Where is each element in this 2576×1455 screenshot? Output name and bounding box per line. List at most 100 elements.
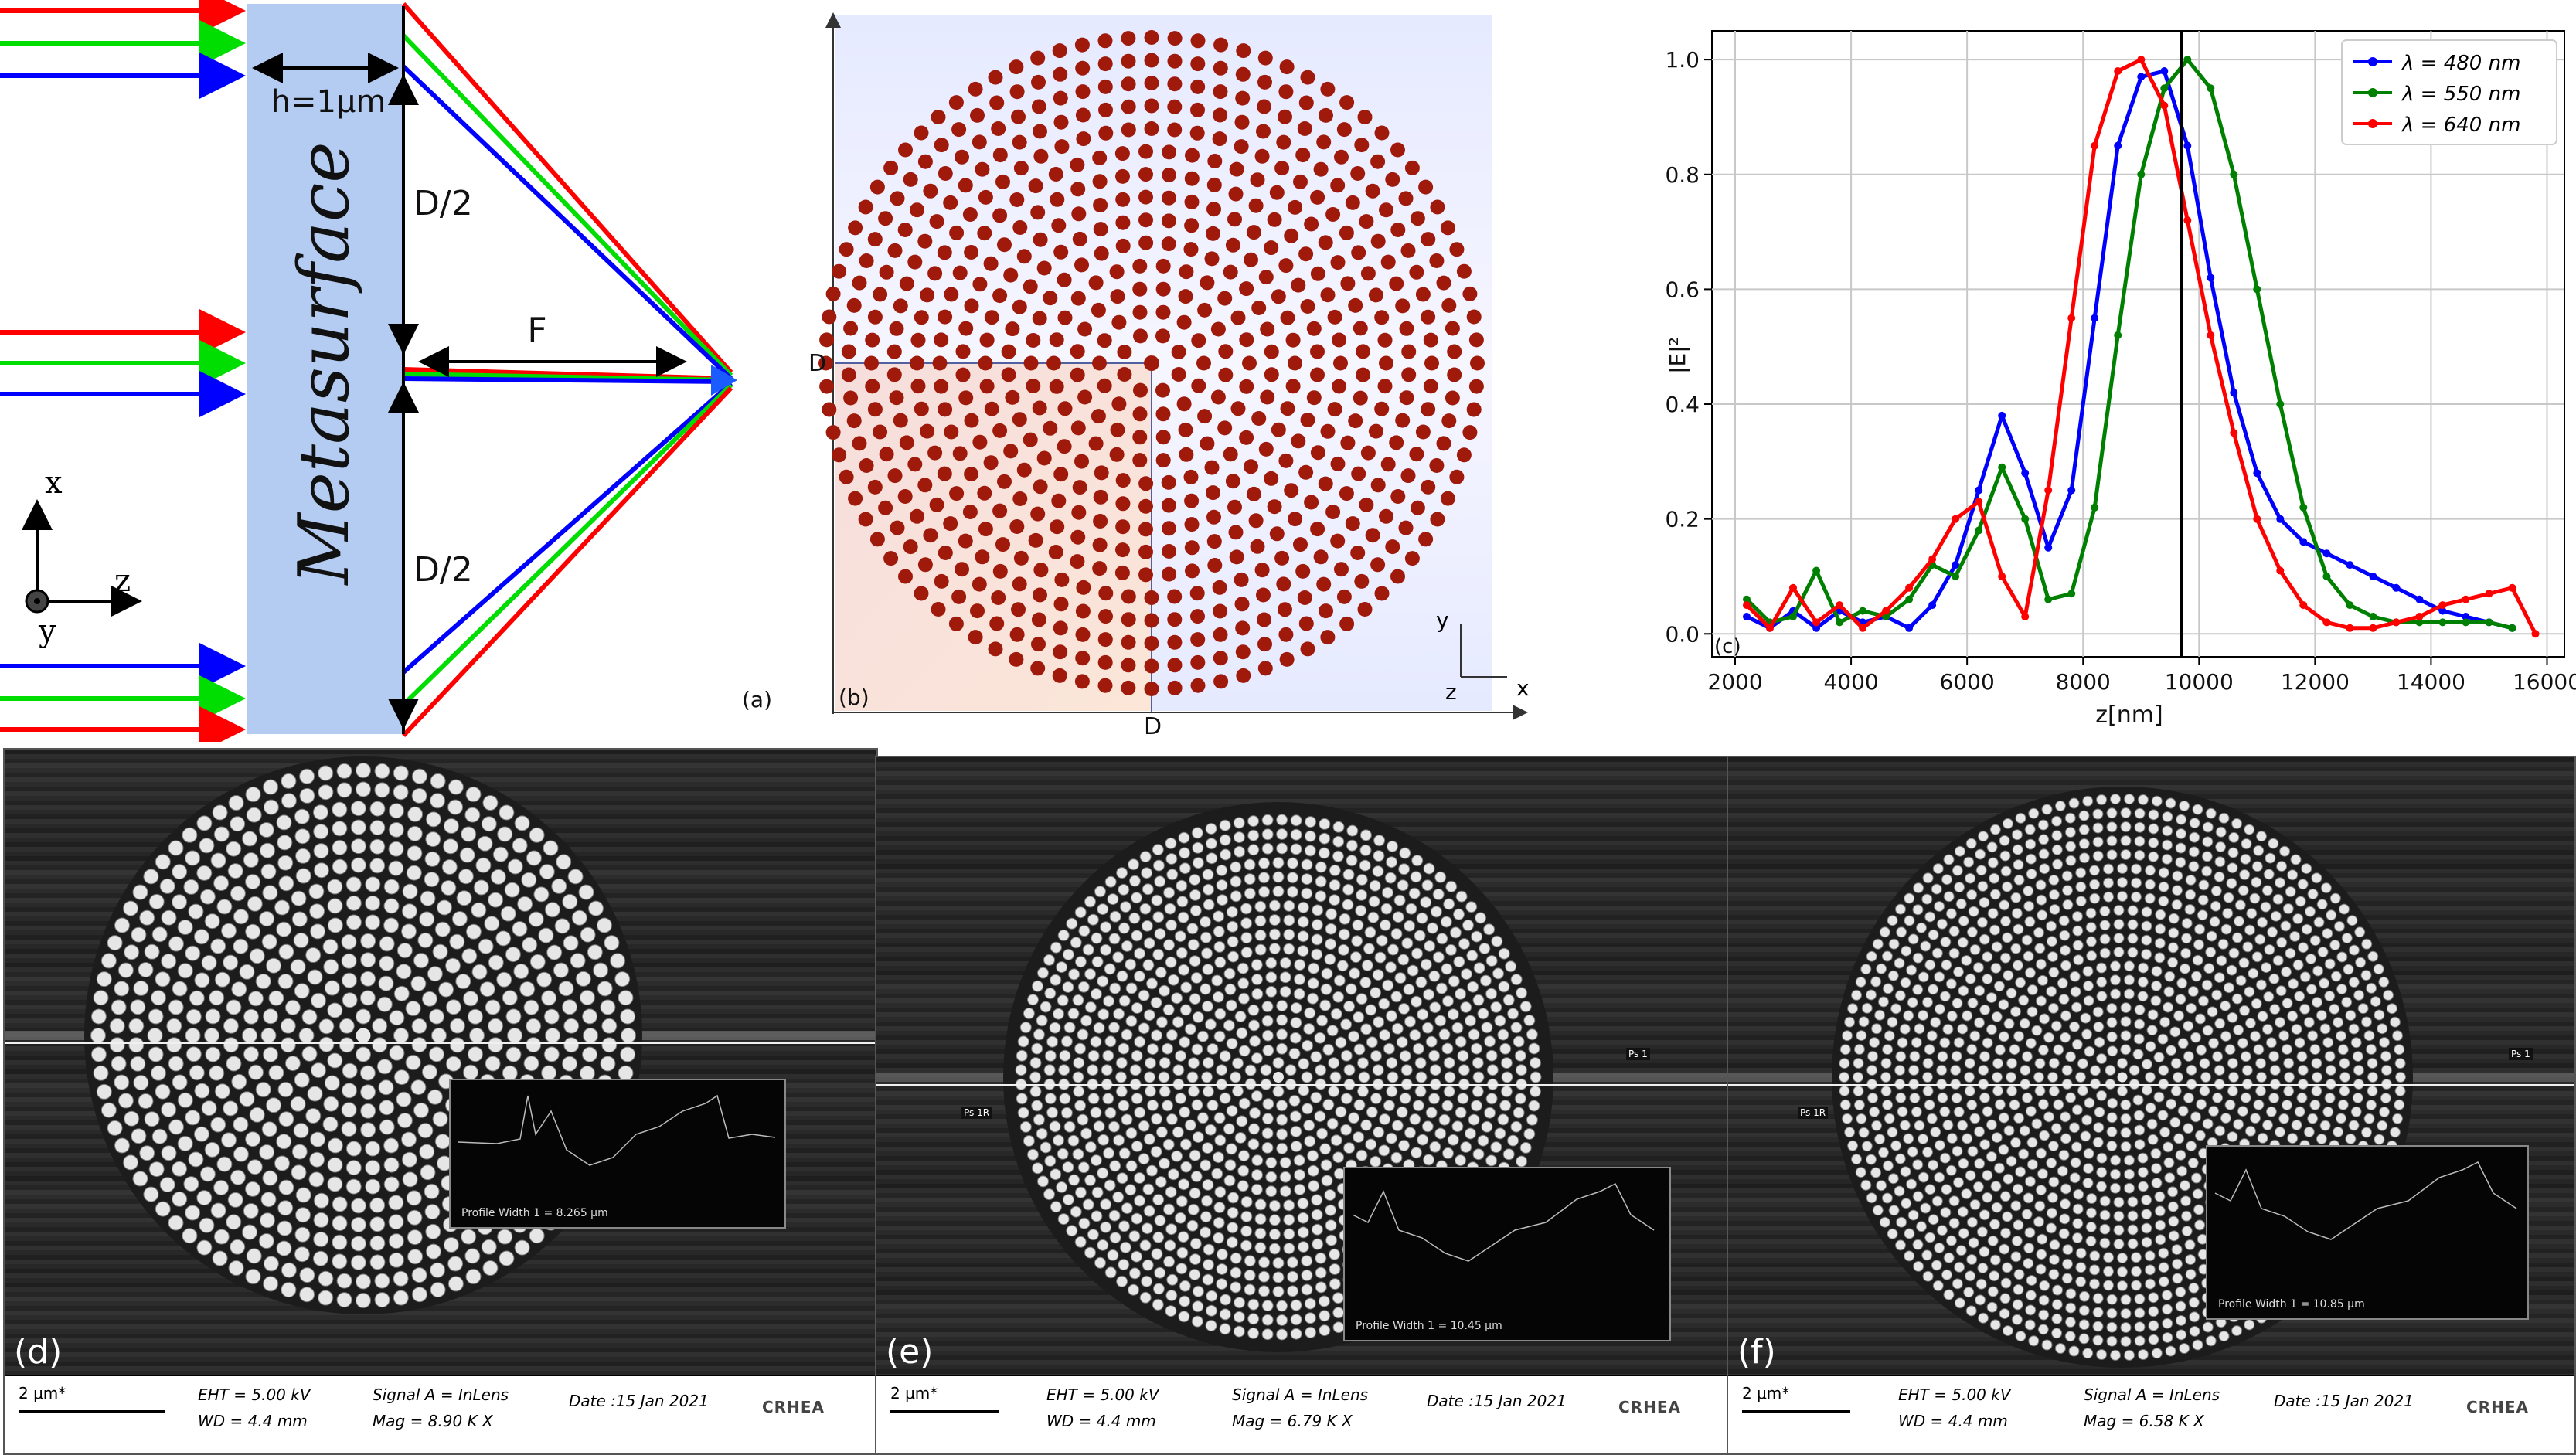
- pillar-dot: [1032, 400, 1047, 416]
- pillar: [1953, 1177, 1964, 1188]
- pillar: [2176, 1165, 2188, 1177]
- pillar-dot: [1009, 59, 1024, 75]
- pillar: [1441, 1042, 1454, 1055]
- pillar: [2188, 846, 2200, 858]
- pillar-dot: [1033, 563, 1049, 578]
- pillar: [1966, 1044, 1978, 1056]
- pillar: [2069, 1021, 2080, 1032]
- pillar-dot: [1207, 558, 1223, 573]
- pillar: [1131, 1002, 1143, 1014]
- pillar: [1134, 1195, 1145, 1207]
- pillar-dot: [1351, 245, 1366, 260]
- pillar: [369, 838, 386, 855]
- pillar: [2290, 854, 2302, 865]
- background-stripe: [876, 776, 1728, 780]
- pillar: [379, 936, 395, 952]
- pillar-dot: [1288, 199, 1303, 215]
- pillar: [1216, 1064, 1228, 1076]
- pillar: [305, 1108, 322, 1124]
- pillar: [305, 947, 322, 963]
- pillar: [2060, 1032, 2071, 1043]
- pillar: [1946, 1010, 1958, 1022]
- pillar: [1163, 939, 1175, 951]
- scale-bar-e: [890, 1410, 999, 1413]
- pillar: [1370, 1155, 1382, 1168]
- pillar: [551, 878, 567, 894]
- pillar-dot: [1033, 232, 1048, 247]
- pillar: [2141, 1059, 2152, 1070]
- pillar: [1963, 856, 1975, 868]
- pillar: [2251, 998, 2262, 1009]
- pillar: [521, 872, 537, 888]
- pillar: [2190, 1111, 2201, 1123]
- pillar: [1164, 903, 1176, 915]
- pillar: [430, 793, 446, 809]
- pillar: [461, 948, 478, 964]
- pillar: [2298, 942, 2309, 954]
- pillar-dot: [1269, 185, 1285, 200]
- pillar: [1320, 1159, 1332, 1171]
- pillar: [2117, 1086, 2128, 1096]
- pillar: [1999, 835, 2010, 846]
- pillar: [2227, 1011, 2238, 1023]
- pillar: [1390, 1151, 1403, 1164]
- pillar: [131, 926, 147, 943]
- pillar: [2235, 975, 2247, 986]
- data-point: [1766, 624, 1774, 632]
- pillar: [2141, 934, 2152, 946]
- pillar: [1934, 1140, 1945, 1151]
- pillar: [2144, 1264, 2156, 1276]
- pillar: [1205, 838, 1217, 850]
- pillar: [2006, 1072, 2016, 1083]
- pillar: [124, 944, 140, 960]
- pillar-dot: [1185, 148, 1200, 163]
- pillar: [1914, 1120, 1925, 1131]
- pillar: [243, 852, 259, 868]
- pillar: [1206, 852, 1218, 865]
- data-point: [2207, 274, 2215, 282]
- pillar-dot: [898, 569, 913, 584]
- x-tick-label: 14000: [2397, 669, 2465, 695]
- pillar-dot: [1230, 401, 1246, 416]
- pillar: [223, 1100, 239, 1117]
- pillar: [2000, 865, 2012, 877]
- pillar-dot: [893, 413, 908, 428]
- pillar: [2163, 1001, 2174, 1013]
- pillar-dot: [1030, 506, 1046, 522]
- pillar: [1125, 1160, 1138, 1172]
- pillar: [2296, 1051, 2308, 1062]
- pillar: [1244, 858, 1256, 871]
- data-point: [2044, 543, 2053, 552]
- pillar: [2367, 1058, 2378, 1069]
- pillar-dot: [1009, 192, 1025, 207]
- pillar: [210, 852, 226, 869]
- pillar: [221, 1132, 237, 1148]
- pillar: [2272, 893, 2284, 905]
- pillar-dot: [1133, 382, 1148, 398]
- pillar: [263, 1046, 278, 1062]
- pillar: [2092, 822, 2104, 834]
- pillar: [1882, 1160, 1894, 1171]
- pillar-dot: [1300, 299, 1315, 314]
- pillar: [1166, 869, 1179, 881]
- pillar: [1342, 869, 1355, 881]
- pillar: [350, 819, 366, 835]
- pillar: [2035, 879, 2047, 891]
- pillar: [114, 981, 130, 997]
- pillar: [1491, 935, 1503, 947]
- pillar: [261, 1121, 277, 1137]
- pillar: [1141, 1222, 1153, 1235]
- pillar: [1155, 967, 1167, 978]
- pillar: [2106, 835, 2118, 847]
- pillar: [144, 1111, 160, 1127]
- pillar: [1279, 1171, 1291, 1183]
- pillar: [182, 827, 198, 843]
- pillar: [1443, 1086, 1455, 1098]
- pillar: [332, 1253, 348, 1270]
- pillar: [2241, 1078, 2253, 1090]
- pillar: [1400, 1064, 1413, 1076]
- pillar: [1993, 1162, 2005, 1174]
- pillar: [2295, 896, 2306, 907]
- data-point: [2253, 469, 2261, 478]
- pillar: [1131, 1093, 1143, 1105]
